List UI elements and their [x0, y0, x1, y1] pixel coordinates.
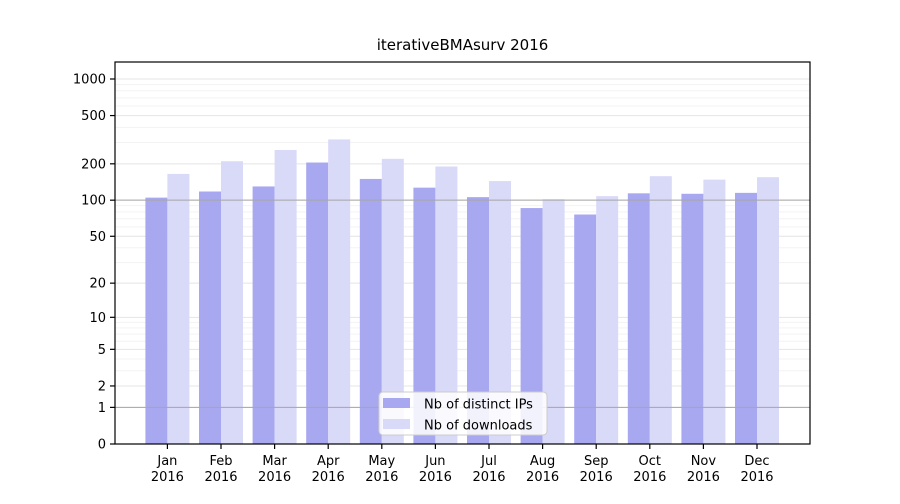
bar-downloads-nov — [703, 179, 726, 445]
bar-distinct-ips-feb — [199, 191, 221, 444]
x-tick-label-year: 2016 — [472, 470, 505, 485]
x-tick-label-month: Dec — [744, 454, 769, 469]
bar-downloads-apr — [328, 139, 351, 444]
bar-downloads-jul — [489, 181, 511, 445]
y-tick-label: 20 — [89, 277, 106, 292]
x-tick-label-month: Nov — [691, 454, 717, 469]
bar-distinct-ips-mar — [252, 186, 275, 445]
bar-distinct-ips-jan — [145, 197, 168, 444]
bar-distinct-ips-nov — [681, 193, 704, 444]
x-tick-label-year: 2016 — [258, 470, 291, 485]
bar-downloads-may — [381, 158, 404, 444]
x-tick-label-year: 2016 — [204, 470, 237, 485]
bar-downloads-dec — [757, 177, 779, 445]
x-tick-label-year: 2016 — [365, 470, 398, 485]
y-tick-label: 0 — [98, 438, 106, 453]
chart-title: iterativeBMAsurv 2016 — [376, 36, 549, 54]
bar-distinct-ips-may — [359, 178, 382, 444]
x-tick-label-month: Oct — [639, 454, 661, 469]
plot-border — [114, 61, 811, 445]
bar-distinct-ips-jun — [413, 187, 436, 444]
y-tick-label: 1 — [98, 401, 106, 416]
bar-distinct-ips-dec — [735, 192, 757, 444]
legend-swatch-downloads — [383, 419, 410, 429]
bar-distinct-ips-sep — [574, 214, 597, 444]
y-tick-label: 5 — [98, 343, 106, 358]
x-tick-label-month: Jan — [156, 454, 177, 469]
bar-downloads-jun — [435, 166, 458, 445]
x-tick-label-month: Feb — [209, 454, 232, 469]
bar-distinct-ips-apr — [306, 162, 329, 445]
y-tick-label: 2 — [98, 379, 106, 394]
legend-label-downloads: Nb of downloads — [424, 419, 533, 434]
legend-swatch-distinct-ips — [383, 398, 410, 408]
y-tick-label: 50 — [89, 230, 106, 245]
y-tick-label: 100 — [81, 194, 106, 209]
x-tick-label-month: May — [368, 454, 395, 469]
x-tick-label-year: 2016 — [580, 470, 613, 485]
x-tick-label-year: 2016 — [151, 470, 184, 485]
x-tick-label-year: 2016 — [687, 470, 720, 485]
bar-downloads-sep — [596, 196, 619, 444]
bar-downloads-mar — [274, 150, 297, 444]
y-tick-label: 500 — [81, 109, 106, 124]
x-tick-label-year: 2016 — [633, 470, 666, 485]
bar-downloads-jan — [167, 173, 190, 444]
bar-downloads-aug — [542, 199, 565, 444]
x-tick-label-month: Sep — [584, 454, 609, 469]
bar-distinct-ips-jul — [467, 197, 489, 444]
legend-box — [378, 391, 548, 436]
x-tick-label-month: Mar — [262, 454, 287, 469]
x-tick-label-year: 2016 — [419, 470, 452, 485]
bar-distinct-ips-aug — [520, 208, 543, 444]
x-tick-label-month: Jun — [424, 454, 445, 469]
x-tick-label-month: Apr — [317, 454, 340, 469]
x-tick-label-year: 2016 — [740, 470, 773, 485]
x-tick-label-month: Aug — [530, 454, 555, 469]
legend-label-distinct-ips: Nb of distinct IPs — [424, 398, 533, 413]
bar-downloads-oct — [649, 176, 672, 445]
y-tick-label: 1000 — [73, 73, 106, 88]
bar-downloads-feb — [221, 161, 243, 444]
y-tick-label: 200 — [81, 157, 106, 172]
x-tick-label-month: Jul — [480, 454, 497, 469]
x-tick-label-year: 2016 — [526, 470, 559, 485]
bar-distinct-ips-oct — [627, 193, 650, 444]
y-tick-label: 10 — [89, 311, 106, 326]
x-tick-label-year: 2016 — [312, 470, 345, 485]
